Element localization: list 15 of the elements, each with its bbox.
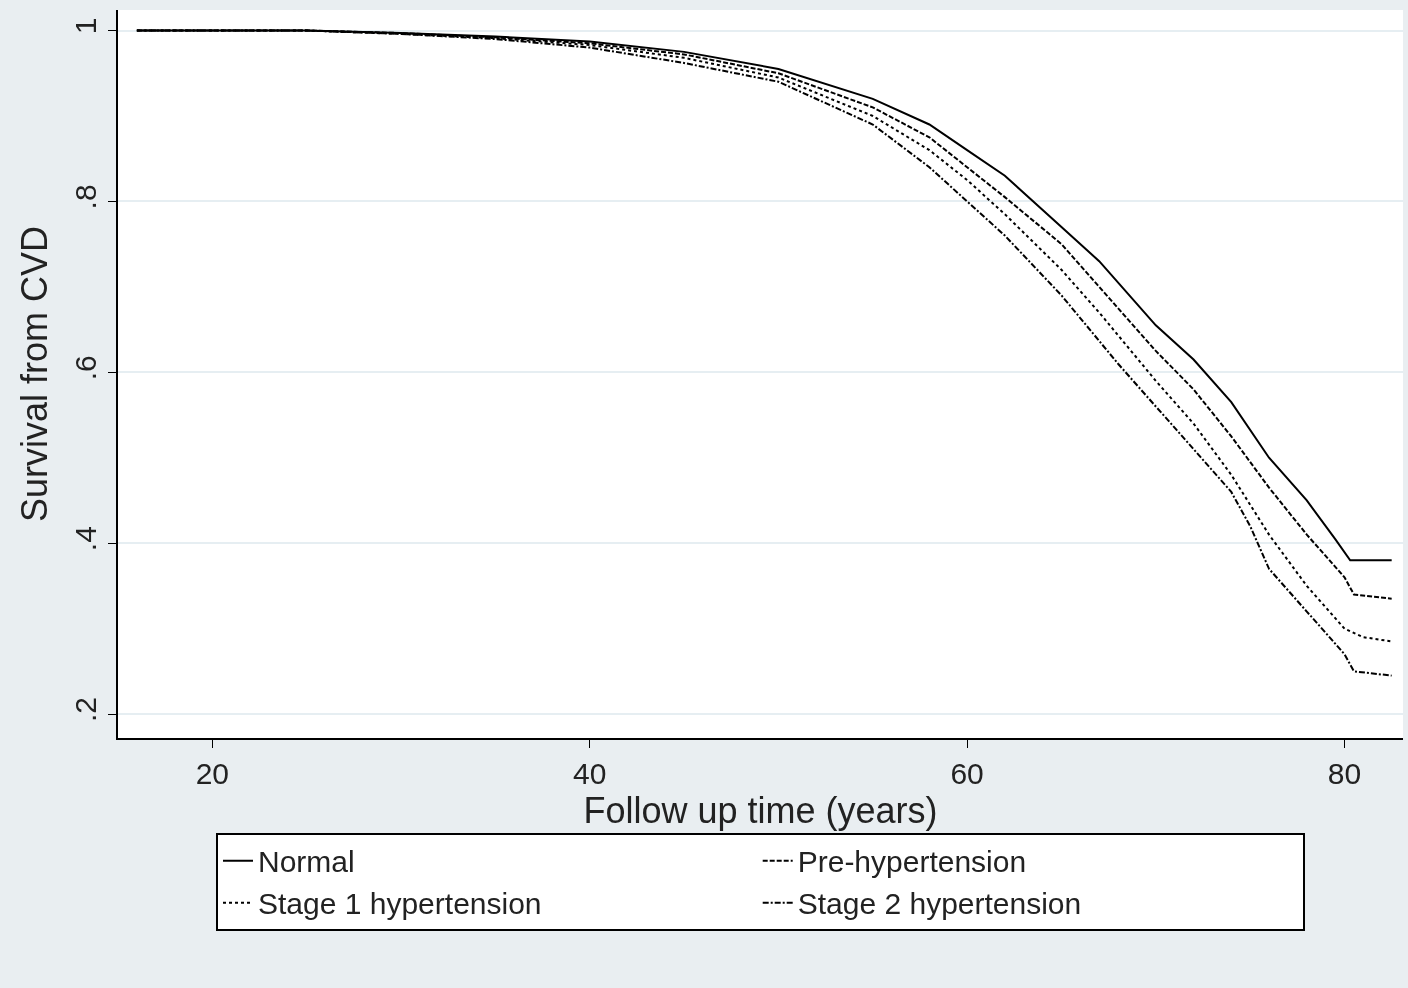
- y-axis-title: Survival from CVD: [14, 225, 56, 523]
- y-tick-label: .6: [69, 355, 102, 381]
- y-tick-label: .4: [69, 526, 102, 552]
- legend-label: Normal: [258, 845, 355, 879]
- x-tick-label: 20: [195, 757, 230, 790]
- y-tick-label: .8: [69, 184, 102, 210]
- legend-label: Pre-hypertension: [797, 845, 1027, 879]
- x-axis-title: Follow up time (years): [583, 790, 938, 831]
- x-tick-label: 80: [1327, 757, 1362, 790]
- x-tick-label: 60: [950, 757, 984, 790]
- x-tick-label: 40: [573, 757, 607, 790]
- y-tick-label: 1: [69, 17, 102, 35]
- legend-label: Stage 2 hypertension: [797, 887, 1082, 921]
- y-tick-label: .2: [69, 697, 102, 723]
- legend-label: Stage 1 hypertension: [258, 887, 542, 921]
